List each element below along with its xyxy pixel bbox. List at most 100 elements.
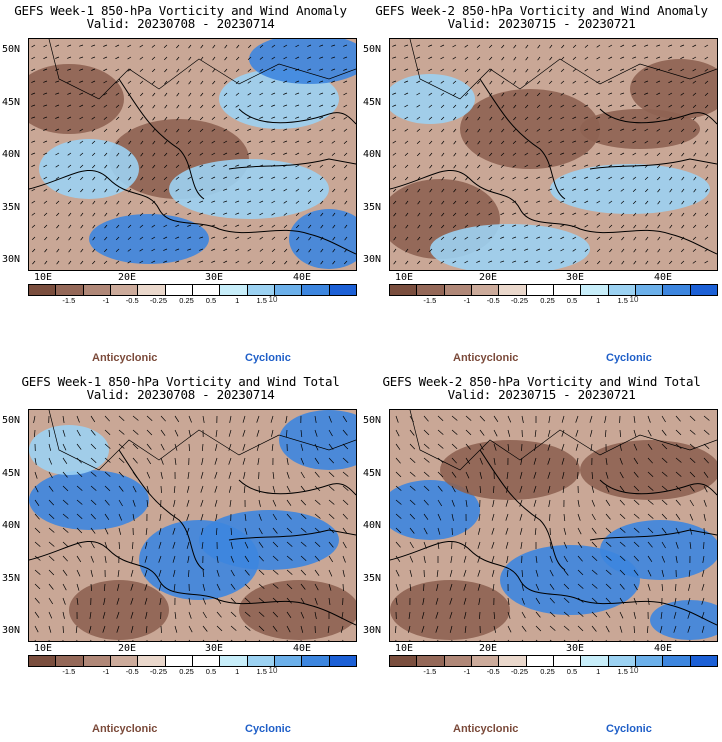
colorbar-tick-label: 0.5: [566, 667, 578, 676]
longitude-label: 20E: [479, 643, 498, 654]
colorbar-tick-label: 1.5: [256, 296, 267, 305]
colorbar-swatch: [329, 285, 356, 295]
colorbar-swatch: [56, 656, 84, 666]
longitude-label: 30E: [566, 272, 585, 283]
colorbar-tick-label: -0.25: [149, 296, 168, 305]
colorbar-swatch: [274, 656, 303, 666]
colorbar-swatch: [553, 656, 582, 666]
colorbar: [28, 284, 357, 296]
cyclonic-label: Cyclonic: [606, 723, 652, 735]
latitude-label: 40N: [2, 149, 21, 160]
colorbar-swatch: [417, 285, 445, 295]
anticyclonic-label: Anticyclonic: [92, 352, 158, 364]
colorbar-swatch: [83, 285, 111, 295]
colorbar-swatch: [247, 285, 275, 295]
colorbar-swatch: [110, 656, 139, 666]
vorticity-map: [389, 409, 718, 642]
colorbar-tick-label: -0.5: [486, 296, 500, 305]
map-panel-1: GEFS Week-1 850-hPa Vorticity and Wind A…: [0, 0, 361, 371]
latitude-label: 45N: [363, 97, 382, 108]
colorbar-swatch: [390, 285, 418, 295]
anticyclonic-label: Anticyclonic: [92, 723, 158, 735]
latitude-label: 45N: [2, 97, 21, 108]
colorbar-swatch: [608, 285, 636, 295]
colorbar: [389, 655, 718, 667]
colorbar-swatch: [608, 656, 636, 666]
colorbar-tick-label: -1.5: [423, 667, 437, 676]
colorbar-tick-label: 0.5: [205, 296, 217, 305]
colorbar-tick-label: 1: [596, 296, 601, 305]
panel-title: GEFS Week-1 850-hPa Vorticity and Wind T…: [21, 374, 340, 389]
colorbar-swatch: [138, 285, 166, 295]
colorbar-swatch: [192, 656, 221, 666]
colorbar-tick-label: -1.5: [62, 667, 76, 676]
colorbar-swatch: [581, 285, 609, 295]
longitude-label: 20E: [118, 643, 137, 654]
colorbar-tick-label: 1: [596, 667, 601, 676]
map-panel-2: GEFS Week-2 850-hPa Vorticity and Wind A…: [361, 0, 722, 371]
cyclonic-label: Cyclonic: [245, 723, 291, 735]
colorbar-ticks: -1.5 -1 -0.5 -0.25 0.25 0.5 1 1.5 10: [28, 666, 355, 677]
colorbar-swatch: [110, 285, 139, 295]
colorbar-tick-label: 0.5: [566, 296, 578, 305]
colorbar-swatch: [165, 656, 193, 666]
map-panel-4: GEFS Week-2 850-hPa Vorticity and Wind T…: [361, 371, 722, 742]
colorbar-scale-label: 10: [268, 295, 278, 304]
colorbar-swatch: [444, 285, 472, 295]
colorbar-tick-label: -0.25: [510, 667, 529, 676]
latitude-label: 40N: [363, 520, 382, 531]
panel-valid-dates: Valid: 20230708 - 20230714: [86, 16, 275, 31]
colorbar-tick-label: -1: [463, 296, 471, 305]
latitude-label: 45N: [2, 468, 21, 479]
anticyclonic-label: Anticyclonic: [453, 723, 519, 735]
latitude-label: 40N: [363, 149, 382, 160]
colorbar-tick-label: 1.5: [256, 667, 267, 676]
colorbar-tick-label: 1.5: [617, 296, 628, 305]
colorbar-tick-label: -0.5: [125, 667, 139, 676]
panel-valid-dates: Valid: 20230708 - 20230714: [86, 387, 275, 402]
anticyclonic-label: Anticyclonic: [453, 352, 519, 364]
longitude-label: 30E: [205, 272, 224, 283]
colorbar-tick-label: 0.25: [540, 667, 555, 676]
colorbar-swatch: [526, 285, 554, 295]
colorbar-swatch: [302, 285, 330, 295]
colorbar-swatch: [690, 656, 717, 666]
longitude-label: 40E: [654, 643, 673, 654]
colorbar-tick-label: 0.25: [179, 296, 194, 305]
colorbar-swatch: [471, 656, 500, 666]
colorbar-ticks: -1.5 -1 -0.5 -0.25 0.25 0.5 1 1.5 10: [389, 666, 716, 677]
colorbar-swatch: [499, 656, 527, 666]
colorbar-tick-label: -1: [102, 296, 110, 305]
panel-title: GEFS Week-2 850-hPa Vorticity and Wind T…: [382, 374, 701, 389]
latitude-label: 30N: [363, 625, 382, 636]
colorbar-ticks: -1.5 -1 -0.5 -0.25 0.25 0.5 1 1.5 10: [28, 295, 355, 306]
colorbar-tick-label: 0.25: [540, 296, 555, 305]
latitude-label: 50N: [2, 44, 21, 55]
colorbar-swatch: [29, 285, 57, 295]
longitude-label: 10E: [34, 272, 53, 283]
colorbar-swatch: [56, 285, 84, 295]
latitude-label: 35N: [2, 573, 21, 584]
latitude-label: 35N: [363, 573, 382, 584]
longitude-label: 40E: [293, 643, 312, 654]
colorbar-swatch: [247, 656, 275, 666]
colorbar-swatch: [83, 656, 111, 666]
latitude-label: 35N: [2, 202, 21, 213]
latitude-label: 45N: [363, 468, 382, 479]
latitude-label: 35N: [363, 202, 382, 213]
cyclonic-label: Cyclonic: [245, 352, 291, 364]
colorbar: [389, 284, 718, 296]
colorbar-swatch: [471, 285, 500, 295]
colorbar-tick-label: -0.25: [149, 667, 168, 676]
colorbar-scale-label: 10: [629, 295, 639, 304]
colorbar-swatch: [390, 656, 418, 666]
latitude-label: 30N: [2, 254, 21, 265]
colorbar-tick-label: 1.5: [617, 667, 628, 676]
colorbar-tick-label: 1: [235, 667, 240, 676]
colorbar-tick-label: -0.5: [486, 667, 500, 676]
colorbar-swatch: [663, 656, 691, 666]
latitude-label: 40N: [2, 520, 21, 531]
colorbar-swatch: [417, 656, 445, 666]
longitude-label: 10E: [395, 643, 414, 654]
latitude-label: 50N: [2, 415, 21, 426]
